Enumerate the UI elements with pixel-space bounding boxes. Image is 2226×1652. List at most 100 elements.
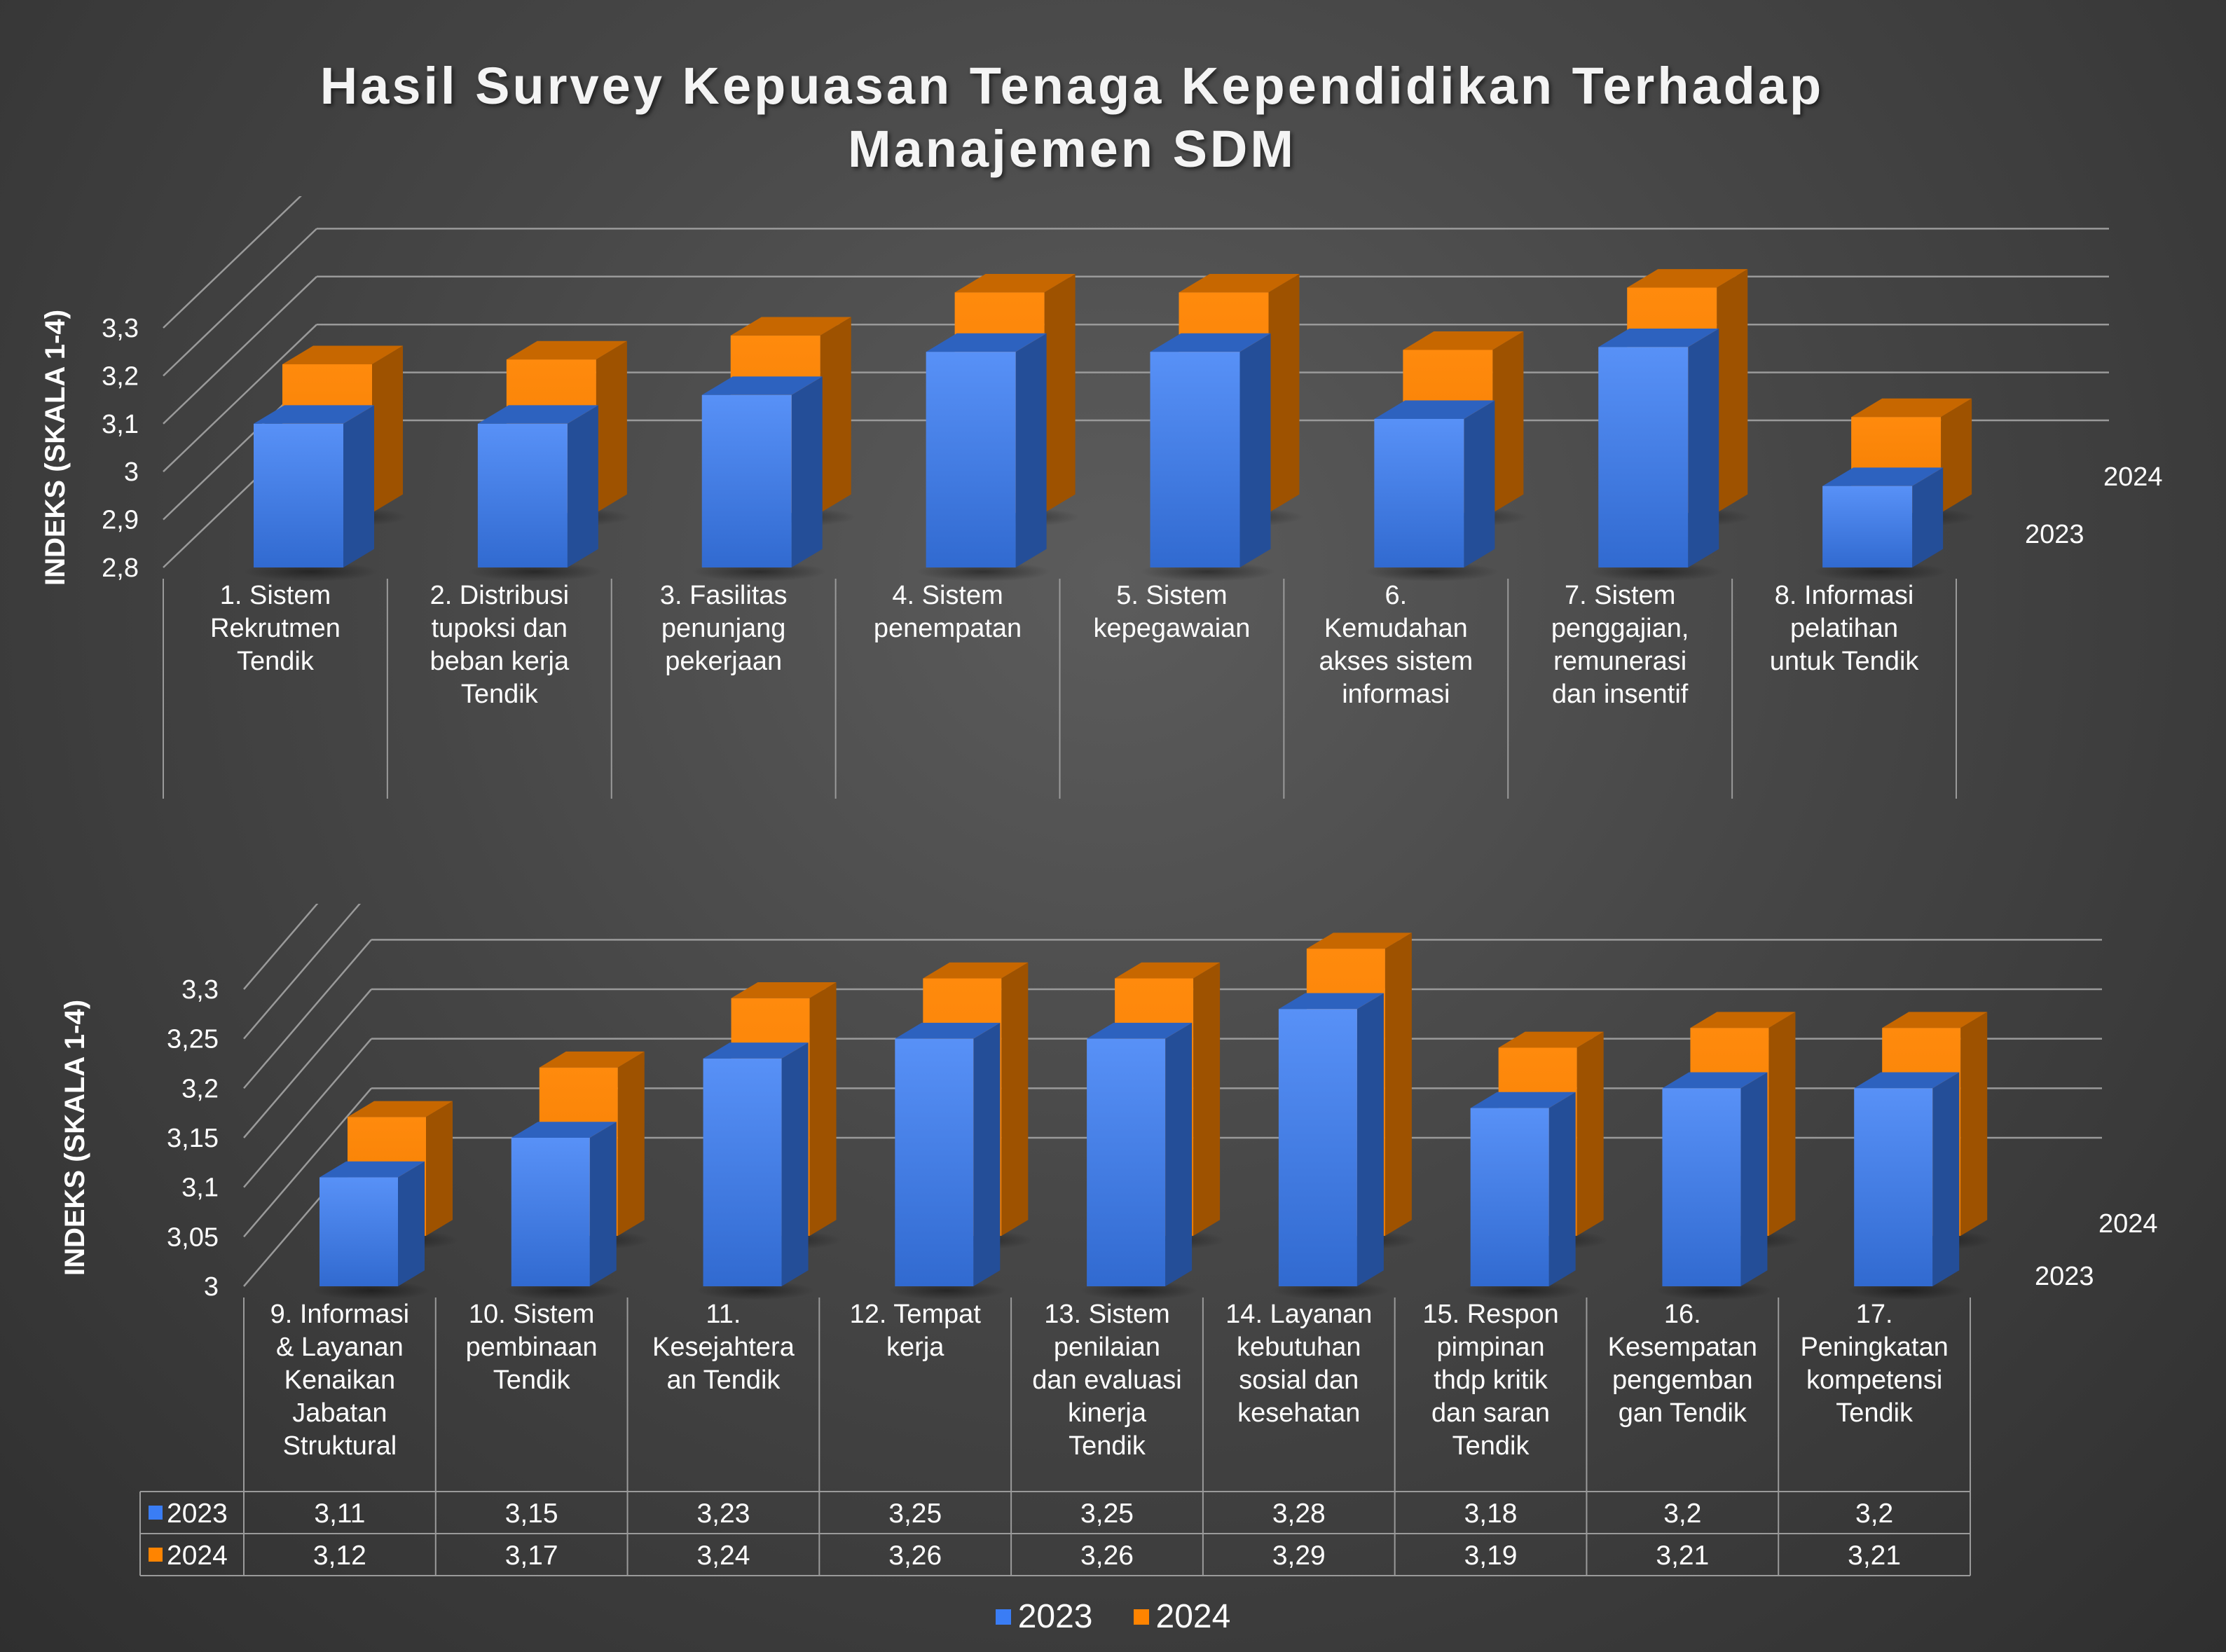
undefined-data-label-2024: 3,21 xyxy=(1656,1541,1709,1571)
undefined-category-label: 3. Fasilitas penunjang pekerjaan xyxy=(660,581,788,676)
undefined-bar-top-2023 xyxy=(1150,333,1271,352)
undefined-bar-2023 xyxy=(701,394,792,567)
undefined-data-label-2024: 3,24 xyxy=(696,1541,750,1571)
undefined-bar-side-2023 xyxy=(1239,333,1271,567)
undefined-bar-side-2024 xyxy=(426,1101,453,1236)
undefined-bar-side-2023 xyxy=(1932,1072,1960,1286)
undefined-depth-label-2023: 2023 xyxy=(2025,520,2084,549)
undefined-bar-2023 xyxy=(895,1038,974,1286)
undefined-category-label: 13. Sistem penilaian dan evaluasi kinerja Te… xyxy=(1032,1300,1181,1461)
undefined-bar-side-2023 xyxy=(1548,1092,1576,1286)
undefined-data-label-2024: 3,21 xyxy=(1848,1541,1901,1571)
undefined-bar-top-2023 xyxy=(701,376,823,395)
undefined-data-label-2023: 3,2 xyxy=(1663,1499,1701,1529)
undefined-data-label-2024: 3,19 xyxy=(1464,1541,1518,1571)
undefined-bar-side-2024 xyxy=(809,982,837,1236)
undefined-y-tick: 3,2 xyxy=(102,362,139,391)
undefined-bar-2023 xyxy=(1854,1088,1933,1286)
undefined-bar-2023 xyxy=(320,1177,398,1286)
undefined-bar-2023 xyxy=(511,1138,590,1286)
undefined-bar-2023 xyxy=(1822,486,1913,567)
undefined-bar-side-2024 xyxy=(1960,1012,1988,1236)
undefined-data-label-2023: 3,25 xyxy=(888,1499,942,1529)
undefined-bar-side-2023 xyxy=(1912,467,1944,567)
undefined-bar-side-2024 xyxy=(1385,932,1412,1236)
undefined-data-label-2023: 3,28 xyxy=(1272,1499,1326,1529)
undefined-y-tick: 3,2 xyxy=(181,1074,219,1103)
undefined-bar-2023 xyxy=(703,1058,782,1286)
undefined-bar-side-2024 xyxy=(372,345,403,513)
undefined-bar-side-2023 xyxy=(1356,993,1384,1286)
undefined-category-label: 16. Kesempatan pengemban gan Tendik xyxy=(1608,1300,1757,1428)
undefined-bar-side-2024 xyxy=(1941,398,1972,513)
legend-item-2024: 2024 xyxy=(1133,1596,1230,1638)
undefined-side-gridline xyxy=(243,904,362,1040)
undefined-bar-top-2024 xyxy=(1498,1031,1604,1048)
undefined-category-label: 17. Peningkatan kompetensi Tendik xyxy=(1800,1300,1948,1428)
undefined-bar-2023 xyxy=(926,352,1016,567)
undefined-bar-top-2023 xyxy=(1470,1092,1576,1108)
undefined-y-tick: 3,3 xyxy=(102,314,139,343)
undefined-bar-top-2024 xyxy=(506,340,627,360)
undefined-bar-2023 xyxy=(1598,347,1689,567)
undefined-category-label: 9. Informasi & Layanan Kenaikan Jabatan Stru… xyxy=(270,1300,410,1461)
undefined-data-label-2024: 3,29 xyxy=(1272,1541,1326,1571)
undefined-data-label-2024: 3,12 xyxy=(313,1541,366,1571)
undefined-y-tick: 2,9 xyxy=(102,506,139,535)
chart-2-plot: 3 3,05 3,1 3,15 3,2 3,25 3,3 INDEKS (SKALA 1-4)… xyxy=(60,904,2158,1576)
undefined-bar-side-2024 xyxy=(596,340,627,513)
undefined-bar-2023 xyxy=(254,423,343,567)
undefined-row-key-2024 xyxy=(149,1548,163,1562)
undefined-row-label-2023: 2023 xyxy=(167,1499,228,1529)
undefined-category-label: 12. Tempat kerja xyxy=(850,1300,982,1362)
undefined-bar-top-2024 xyxy=(1690,1012,1796,1028)
undefined-data-label-2023: 3,2 xyxy=(1855,1499,1893,1529)
undefined-y-tick: 3,3 xyxy=(181,975,219,1005)
undefined-depth-label-2023: 2023 xyxy=(2035,1262,2094,1291)
undefined-side-gridline xyxy=(243,1038,372,1188)
legend-label-2023: 2023 xyxy=(1017,1598,1093,1635)
undefined-bar-top-2023 xyxy=(926,333,1047,352)
undefined-bar-side-2024 xyxy=(1001,962,1029,1236)
undefined-data-label-2024: 3,26 xyxy=(1080,1541,1134,1571)
undefined-category-label: 2. Distribusi tupoksi dan beban kerja Tendi… xyxy=(430,581,570,709)
chart-1-plot: 2,8 2,9 3 3,1 3,2 3,3 INDEKS (SKALA 1-4) 2024 20… xyxy=(40,196,2163,799)
undefined-y-tick: 3 xyxy=(124,457,139,487)
undefined-bar-2023 xyxy=(1662,1088,1741,1286)
undefined-bar-top-2023 xyxy=(703,1042,809,1059)
undefined-bar-side-2023 xyxy=(1464,400,1495,567)
undefined-bar-top-2023 xyxy=(1278,993,1384,1010)
undefined-category-label: 8. Informasi pelatihan untuk Tendik xyxy=(1770,581,1920,676)
undefined-y-tick: 3,1 xyxy=(102,410,139,439)
chart-title: Hasil Survey Kepuasan Tenaga Kependidika… xyxy=(210,55,1934,181)
legend-item-2023: 2023 xyxy=(995,1596,1093,1638)
undefined-bar-side-2023 xyxy=(398,1161,425,1286)
undefined-side-gridline xyxy=(243,989,372,1138)
undefined-bar-side-2024 xyxy=(1576,1031,1604,1236)
undefined-bar-top-2023 xyxy=(254,405,374,424)
undefined-bar-top-2023 xyxy=(1374,400,1495,419)
undefined-bar-side-2023 xyxy=(781,1042,809,1286)
undefined-y-axis-title: INDEKS (SKALA 1-4) xyxy=(60,1000,90,1276)
undefined-bar-top-2023 xyxy=(1822,467,1944,486)
undefined-category-label: 1. Sistem Rekrutmen Tendik xyxy=(210,581,341,676)
undefined-y-tick: 2,8 xyxy=(102,553,139,583)
undefined-bar-2023 xyxy=(1278,1009,1357,1286)
chart-title-line-1: Hasil Survey Kepuasan Tenaga Kependidika… xyxy=(320,57,1825,115)
undefined-y-tick: 3,15 xyxy=(167,1124,219,1153)
undefined-bar-top-2024 xyxy=(348,1101,453,1117)
undefined-category-label: 10. Sistem pembinaan Tendik xyxy=(466,1300,598,1395)
undefined-bar-top-2023 xyxy=(511,1122,617,1138)
undefined-category-label: 11. Kesejahtera an Tendik xyxy=(652,1300,795,1395)
undefined-data-label-2023: 3,15 xyxy=(505,1499,558,1529)
undefined-bar-top-2024 xyxy=(1403,331,1524,350)
undefined-side-gridline xyxy=(243,904,319,990)
undefined-bar-top-2023 xyxy=(1854,1072,1960,1089)
undefined-bar-side-2023 xyxy=(1015,333,1047,567)
undefined-category-label: 14. Layanan kebutuhan sosial dan kesehatan xyxy=(1225,1300,1372,1428)
undefined-side-gridline xyxy=(243,939,372,1089)
legend: 2023 2024 xyxy=(0,1596,2226,1638)
undefined-bar-top-2023 xyxy=(1662,1072,1768,1089)
undefined-bar-side-2024 xyxy=(1717,269,1748,513)
undefined-data-label-2023: 3,11 xyxy=(314,1499,365,1529)
